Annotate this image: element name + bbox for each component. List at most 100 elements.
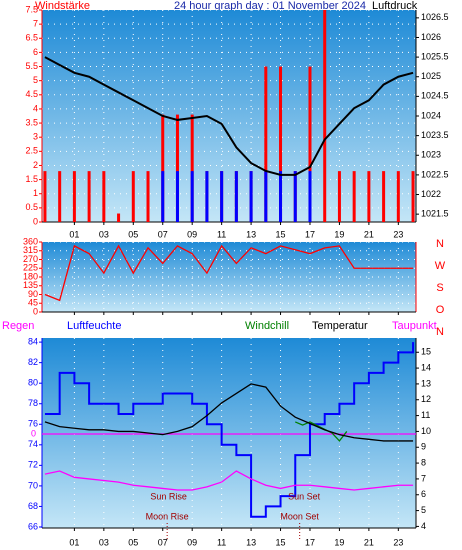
rain-tick-label: 0 (31, 428, 36, 438)
bar (264, 66, 268, 223)
plot-background (42, 10, 416, 222)
annotation: Moon Rise (146, 511, 189, 521)
y2-tick-label: 7 (421, 473, 426, 483)
x-tick-label: 19 (334, 537, 344, 547)
y-tick-label: 2 (33, 160, 38, 170)
bar (43, 171, 47, 222)
y2-tick-label: 13 (421, 378, 431, 388)
y2-tick-label: 1024 (421, 110, 441, 120)
series-line (44, 56, 414, 176)
x-tick-label: 15 (276, 537, 286, 547)
y2-tick-label: 8 (421, 457, 426, 467)
compass-label: W (435, 260, 446, 272)
x-tick-label: 09 (187, 229, 197, 239)
compass-label: O (436, 304, 445, 316)
y-tick-label: 135 (23, 280, 38, 290)
bar (87, 171, 91, 222)
x-tick-label: 17 (305, 537, 315, 547)
series-label: Regen (2, 320, 34, 332)
y-tick-label: 7 (33, 19, 38, 29)
series-line (44, 244, 414, 302)
bar (161, 114, 165, 222)
y2-tick-label: 10 (421, 426, 431, 436)
y-tick-label: 6 (33, 47, 38, 57)
y-tick-label: 225 (23, 263, 38, 273)
y2-tick-label: 12 (421, 394, 431, 404)
y-tick-label: 3.5 (25, 117, 38, 127)
wind-label: Windstärke (35, 0, 90, 12)
bar (308, 66, 312, 223)
y2-tick-label: 1025.5 (421, 51, 449, 61)
bar (411, 171, 415, 222)
y-tick-label: 2.5 (25, 146, 38, 156)
y2-tick-label: 1023 (421, 150, 441, 160)
y2-tick-label: 1021.5 (421, 209, 449, 219)
x-tick-label: 13 (246, 229, 256, 239)
y-tick-label: 270 (23, 254, 38, 264)
y2-tick-label: 4 (421, 521, 426, 531)
bar (396, 171, 400, 222)
y2-tick-label: 5 (421, 505, 426, 515)
bar (161, 171, 165, 222)
bar (264, 171, 268, 222)
y-tick-label: 315 (23, 245, 38, 255)
series-line (44, 383, 414, 442)
x-tick-label: 07 (158, 229, 168, 239)
y-tick-label: 5.5 (25, 61, 38, 71)
compass-label: S (436, 282, 443, 294)
y-tick-label: 5 (33, 75, 38, 85)
y-tick-label: 66 (28, 521, 38, 531)
y2-tick-label: 1022.5 (421, 169, 449, 179)
x-tick-label: 01 (69, 229, 79, 239)
bar (131, 171, 135, 222)
series-line (44, 470, 414, 491)
x-tick-label: 21 (364, 229, 374, 239)
bar (279, 171, 283, 222)
bar (205, 171, 209, 222)
compass-label: N (436, 238, 444, 250)
bar (352, 171, 356, 222)
compass-label: N (436, 326, 444, 338)
bar (175, 114, 179, 222)
series-label: Windchill (245, 320, 289, 332)
x-tick-label: 05 (128, 229, 138, 239)
series-label: Luftfeuchte (67, 320, 121, 332)
y-tick-label: 0 (33, 306, 38, 316)
y-tick-label: 90 (28, 289, 38, 299)
y-tick-label: 6.5 (25, 33, 38, 43)
y-tick-label: 7.5 (25, 4, 38, 14)
y-tick-label: 70 (28, 480, 38, 490)
y2-tick-label: 1025 (421, 71, 441, 81)
y2-tick-label: 14 (421, 362, 431, 372)
bar (323, 10, 327, 222)
bar (382, 171, 386, 222)
y2-tick-label: 1026.5 (421, 12, 449, 22)
y2-tick-label: 1022 (421, 189, 441, 199)
y-tick-label: 4.5 (25, 89, 38, 99)
y-tick-label: 3 (33, 132, 38, 142)
bar (293, 171, 297, 222)
x-tick-label: 07 (158, 537, 168, 547)
y-tick-label: 68 (28, 501, 38, 511)
bar (308, 171, 312, 222)
y-tick-label: 1.5 (25, 174, 38, 184)
bar (175, 171, 179, 222)
x-tick-label: 01 (69, 537, 79, 547)
y-tick-label: 80 (28, 378, 38, 388)
x-tick-label: 23 (393, 537, 403, 547)
x-tick-label: 21 (364, 537, 374, 547)
pressure-label: Luftdruck (372, 0, 418, 12)
y-tick-label: 72 (28, 460, 38, 470)
x-tick-label: 03 (99, 537, 109, 547)
x-tick-label: 15 (276, 229, 286, 239)
bar (337, 171, 341, 222)
x-tick-label: 23 (393, 229, 403, 239)
x-tick-label: 03 (99, 229, 109, 239)
bar (220, 171, 224, 222)
y-tick-label: 84 (28, 336, 38, 346)
x-tick-label: 13 (246, 537, 256, 547)
bar (234, 171, 238, 222)
plot-background (42, 338, 416, 528)
